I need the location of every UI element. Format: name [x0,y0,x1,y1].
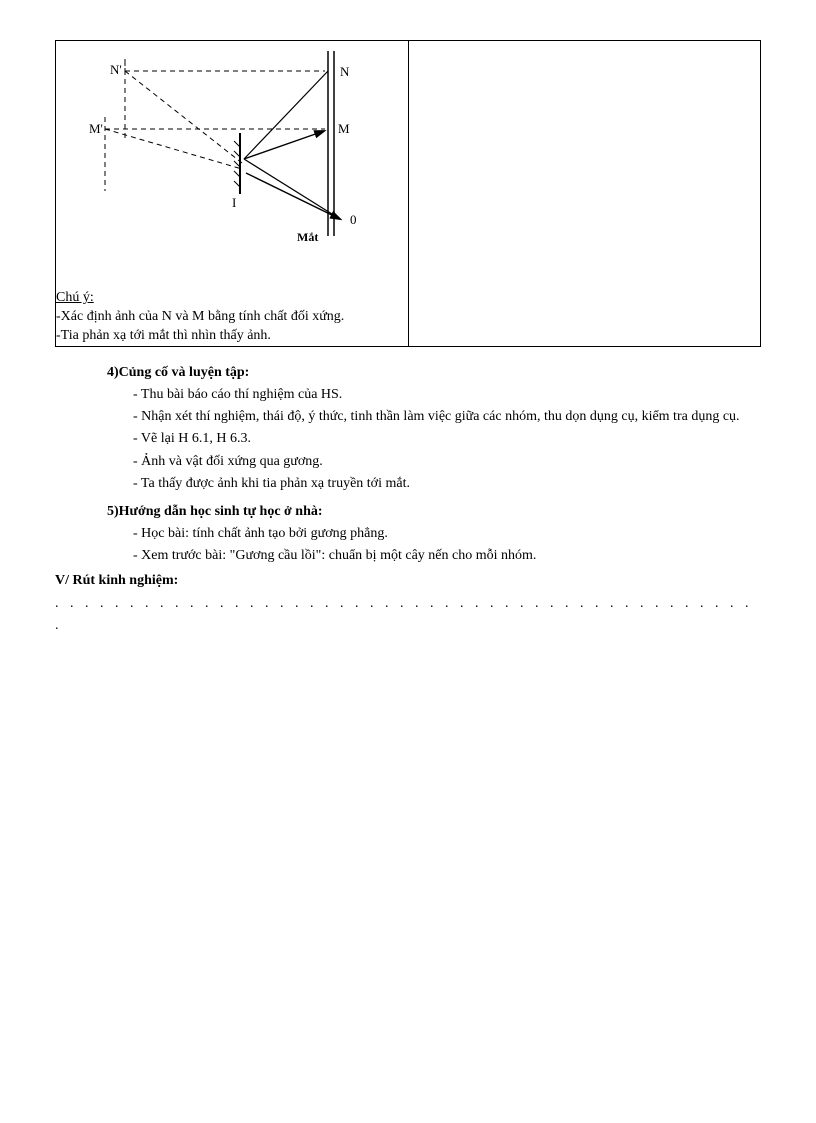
note-line-1: -Xác định ảnh của N và M bằng tính chất … [56,309,344,324]
label-Mat: Mắt [297,230,318,244]
s4-l5: - Ta thấy được ảnh khi tia phản xạ truyề… [133,474,761,494]
note-line-2: -Tia phản xạ tới mắt thì nhìn thấy ảnh. [56,328,271,343]
page: N' M' N M I 0 Mắt Chú ý: -Xác định ảnh c… [0,0,816,678]
label-O: 0 [350,212,357,227]
diagram-svg: N' M' N M I 0 Mắt [72,41,392,276]
label-I: I [232,195,236,210]
s4-l3: - Vẽ lại H 6.1, H 6.3. [133,429,761,449]
s5-l1: - Học bài: tính chất ảnh tạo bởi gương p… [133,524,761,544]
dotted-lines: . . . . . . . . . . . . . . . . . . . . … [55,593,761,638]
label-Mprime: M' [89,121,103,136]
note-block: Chú ý: -Xác định ảnh của N và M bằng tín… [56,289,408,346]
label-N: N [340,64,350,79]
label-M: M [338,121,350,136]
right-cell [408,41,761,347]
s4-l4: - Ảnh và vật đối xứng qua gương. [133,452,761,472]
s4-l2-text: - Nhận xét thí nghiệm, thái độ, ý thức, … [133,409,740,424]
optics-diagram: N' M' N M I 0 Mắt [56,41,408,281]
section-v-title: V/ Rút kinh nghiệm: [55,573,761,589]
left-cell: N' M' N M I 0 Mắt Chú ý: -Xác định ảnh c… [56,41,409,347]
section-4-title: 4)Củng cố và luyện tập: [107,365,761,381]
label-Nprime: N' [110,62,122,77]
s4-l1: - Thu bài báo cáo thí nghiệm của HS. [133,385,761,405]
note-heading: Chú ý: [56,290,94,305]
section-5-title: 5)Hướng dẫn học sinh tự học ở nhà: [107,504,761,520]
s5-l2: - Xem trước bài: "Gương cầu lồi": chuẩn … [133,546,761,566]
s4-l2: - Nhận xét thí nghiệm, thái độ, ý thức, … [55,407,761,427]
top-table: N' M' N M I 0 Mắt Chú ý: -Xác định ảnh c… [55,40,761,347]
